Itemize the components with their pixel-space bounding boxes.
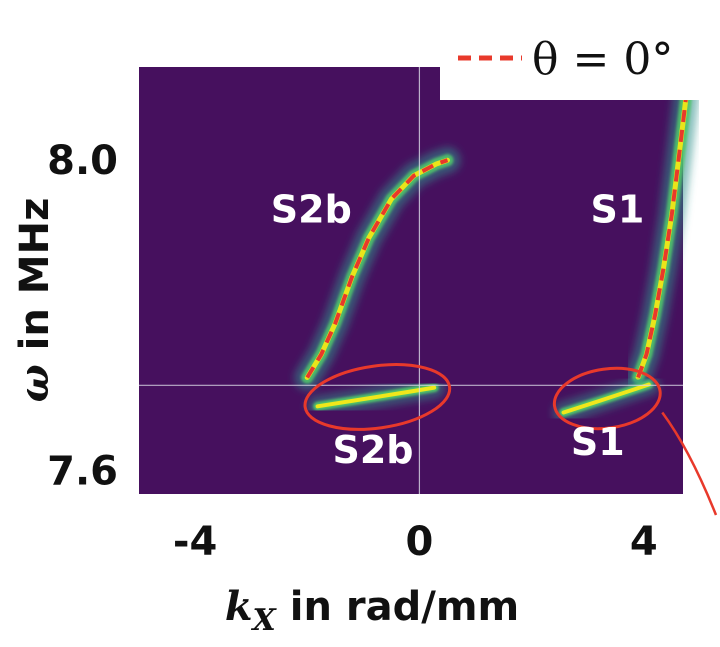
branch-label-3: S1 [571,420,625,464]
y-axis-symbol: ω [11,364,58,402]
x-tick-label-1: 0 [405,519,433,565]
x-axis-text: in rad/mm [276,584,519,630]
x-tick-label-2: 4 [630,519,658,565]
y-tick-label-0: 8.0 [47,138,118,184]
branch-label-1: S1 [590,187,644,231]
highlight-ellipses [303,363,718,516]
legend: θ = 0° [440,18,720,100]
x-axis-ticks: -4 0 4 [173,519,658,565]
y-axis-label: ω in MHz [11,198,58,403]
x-axis-label: kX in rad/mm [225,583,519,638]
x-tick-label-0: -4 [173,519,217,565]
y-tick-label-1: 7.6 [47,449,118,495]
highlight-ellipse-1 [552,366,662,431]
x-axis-subscript: X [251,603,278,638]
branch-labels: S2b S1 S2b S1 [271,187,644,472]
low-band-core-1 [561,382,651,415]
legend-label: θ = 0° [532,34,673,85]
pointer-line [661,411,718,516]
low-band-core-0 [315,385,437,409]
y-axis-text: in MHz [12,198,58,365]
series-curve-1 [636,74,691,379]
y-axis-ticks: 8.0 7.6 [47,138,118,495]
x-axis-symbol: k [225,583,253,630]
dispersion-curves [305,74,691,379]
crosshair-lines [139,67,683,494]
series-curve-0 [305,158,449,379]
branch-label-0: S2b [271,187,352,231]
heatmap-background [139,67,683,494]
highlight-ellipse-0 [303,363,452,431]
branch-label-2: S2b [332,428,413,472]
